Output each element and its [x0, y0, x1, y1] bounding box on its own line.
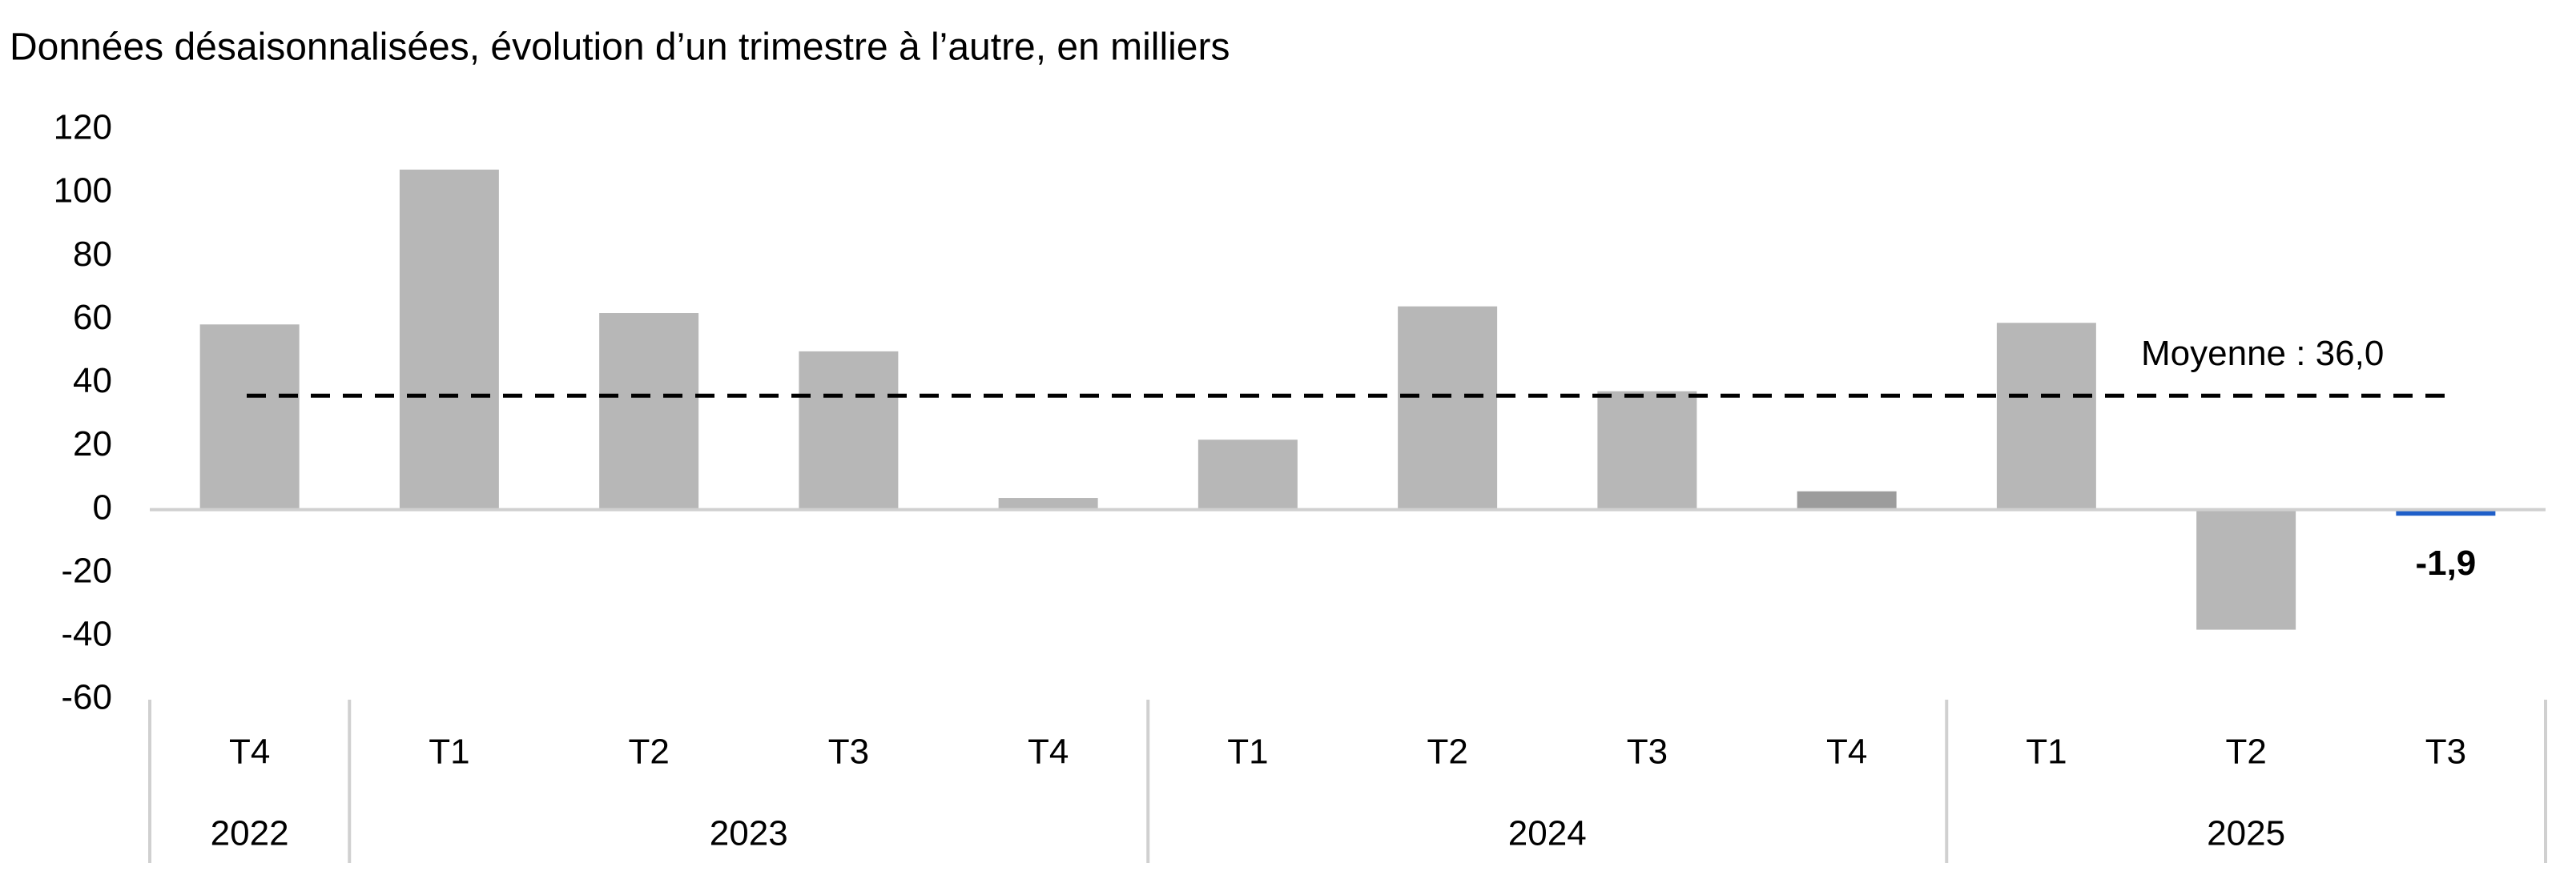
x-tick-label: T1 [1227, 732, 1268, 772]
year-label: 2022 [211, 814, 289, 853]
x-tick-label: T4 [1826, 732, 1867, 772]
year-label: 2025 [2207, 814, 2285, 853]
bar [1398, 306, 1498, 510]
y-tick-label: 120 [54, 108, 112, 147]
y-tick-label: 60 [73, 298, 112, 337]
mean-label: Moyenne : 36,0 [2141, 334, 2384, 373]
bar [998, 498, 1098, 510]
year-label: 2023 [710, 814, 788, 853]
bar [1197, 440, 1298, 510]
y-tick-label: -60 [61, 678, 112, 717]
bar [2196, 509, 2296, 630]
y-tick-label: -20 [61, 551, 112, 590]
x-tick-label: T1 [2026, 732, 2067, 772]
bar [799, 351, 899, 510]
y-tick-label: 80 [73, 235, 112, 274]
y-tick-label: 100 [54, 171, 112, 211]
bar [1996, 323, 2096, 510]
bar [399, 169, 499, 510]
bar [199, 324, 300, 510]
bar [599, 313, 699, 510]
bar [1797, 491, 1897, 510]
x-tick-label: T2 [2225, 732, 2266, 772]
y-tick-label: 40 [73, 361, 112, 400]
value-label: -1,9 [2415, 544, 2476, 583]
x-tick-label: T3 [828, 732, 869, 772]
x-tick-label: T1 [429, 732, 469, 772]
x-tick-label: T2 [628, 732, 669, 772]
x-tick-label: T4 [1028, 732, 1069, 772]
bar [1597, 391, 1697, 510]
year-label: 2024 [1508, 814, 1587, 853]
chart-title: Données désaisonnalisées, évolution d’un… [10, 26, 1230, 69]
y-tick-label: 20 [73, 424, 112, 464]
bar [2396, 509, 2496, 516]
y-tick-label: 0 [93, 488, 112, 527]
x-tick-label: T2 [1427, 732, 1467, 772]
x-tick-label: T3 [2425, 732, 2466, 772]
x-tick-label: T4 [229, 732, 270, 772]
x-tick-label: T3 [1627, 732, 1668, 772]
y-tick-label: -40 [61, 615, 112, 654]
